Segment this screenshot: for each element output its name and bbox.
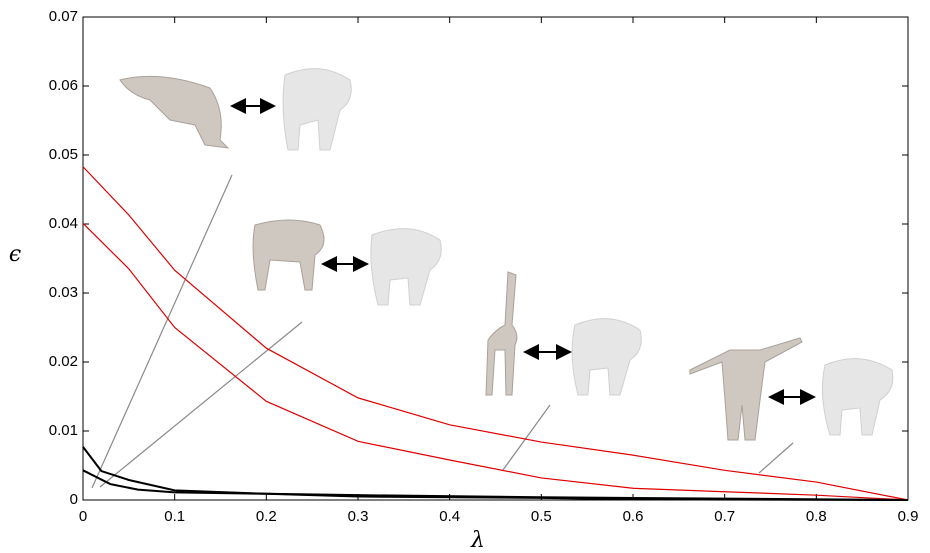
y-axis-label: ϵ bbox=[9, 242, 21, 267]
x-tick-label: 0.7 bbox=[714, 508, 735, 525]
leader-line bbox=[99, 321, 303, 488]
y-tick-label: 0.05 bbox=[49, 146, 78, 163]
leader-line bbox=[91, 174, 233, 489]
illustrations bbox=[91, 68, 894, 489]
y-tick-label: 0.03 bbox=[49, 284, 78, 301]
x-tick-label: 0.2 bbox=[256, 508, 277, 525]
x-axis-label: λ bbox=[470, 528, 485, 553]
shape bbox=[821, 358, 894, 436]
shape bbox=[282, 68, 352, 151]
x-tick-label: 0.5 bbox=[531, 508, 552, 525]
y-tick-label: 0.01 bbox=[49, 422, 78, 439]
x-tick-label: 0.3 bbox=[348, 508, 369, 525]
line bbox=[82, 166, 909, 501]
x-tick-label: 0.9 bbox=[898, 508, 919, 525]
shape bbox=[689, 337, 803, 441]
y-tick-label: 0.07 bbox=[49, 8, 78, 25]
shape bbox=[370, 228, 442, 306]
leader-line bbox=[758, 442, 794, 474]
shape bbox=[252, 219, 325, 291]
x-tick-label: 0.1 bbox=[164, 508, 185, 525]
x-tick-label: 0 bbox=[79, 508, 87, 525]
shape bbox=[485, 271, 518, 396]
y-tick-label: 0.06 bbox=[49, 77, 78, 94]
y-tick-label: 0 bbox=[70, 491, 78, 508]
leader-line bbox=[502, 404, 551, 471]
x-tick-label: 0.4 bbox=[439, 508, 460, 525]
plot-frame bbox=[82, 16, 909, 501]
y-tick-label: 0.02 bbox=[49, 353, 78, 370]
line bbox=[82, 222, 909, 501]
shape bbox=[119, 75, 230, 149]
x-tick-label: 0.8 bbox=[806, 508, 827, 525]
line bbox=[82, 469, 909, 501]
y-tick-label: 0.04 bbox=[49, 215, 78, 232]
shape bbox=[571, 318, 642, 396]
x-tick-label: 0.6 bbox=[623, 508, 644, 525]
